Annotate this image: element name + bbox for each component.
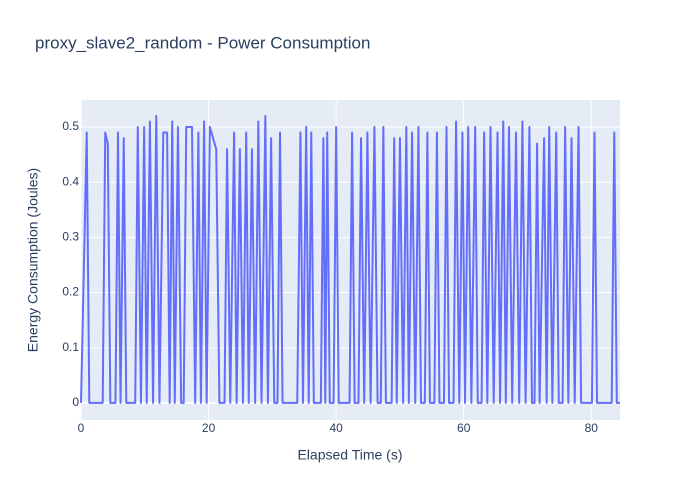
x-axis-title: Elapsed Time (s): [297, 447, 402, 463]
x-tick-label: 60: [457, 421, 471, 435]
x-tick-label: 0: [78, 421, 85, 435]
y-tick-label: 0.5: [62, 119, 79, 133]
line-series: [80, 115, 620, 404]
y-axis-title: Energy Consumption (Joules): [25, 168, 41, 352]
chart-title: proxy_slave2_random - Power Consumption: [35, 33, 370, 52]
x-tick-label: 20: [202, 421, 216, 435]
x-tick-label: 40: [329, 421, 343, 435]
y-tick-label: 0.3: [62, 230, 79, 244]
y-tick-label: 0.1: [62, 340, 79, 354]
y-tick-label: 0: [72, 395, 79, 409]
y-tick-label: 0.4: [62, 174, 79, 188]
x-tick-label: 80: [585, 421, 599, 435]
y-tick-label: 0.2: [62, 285, 79, 299]
